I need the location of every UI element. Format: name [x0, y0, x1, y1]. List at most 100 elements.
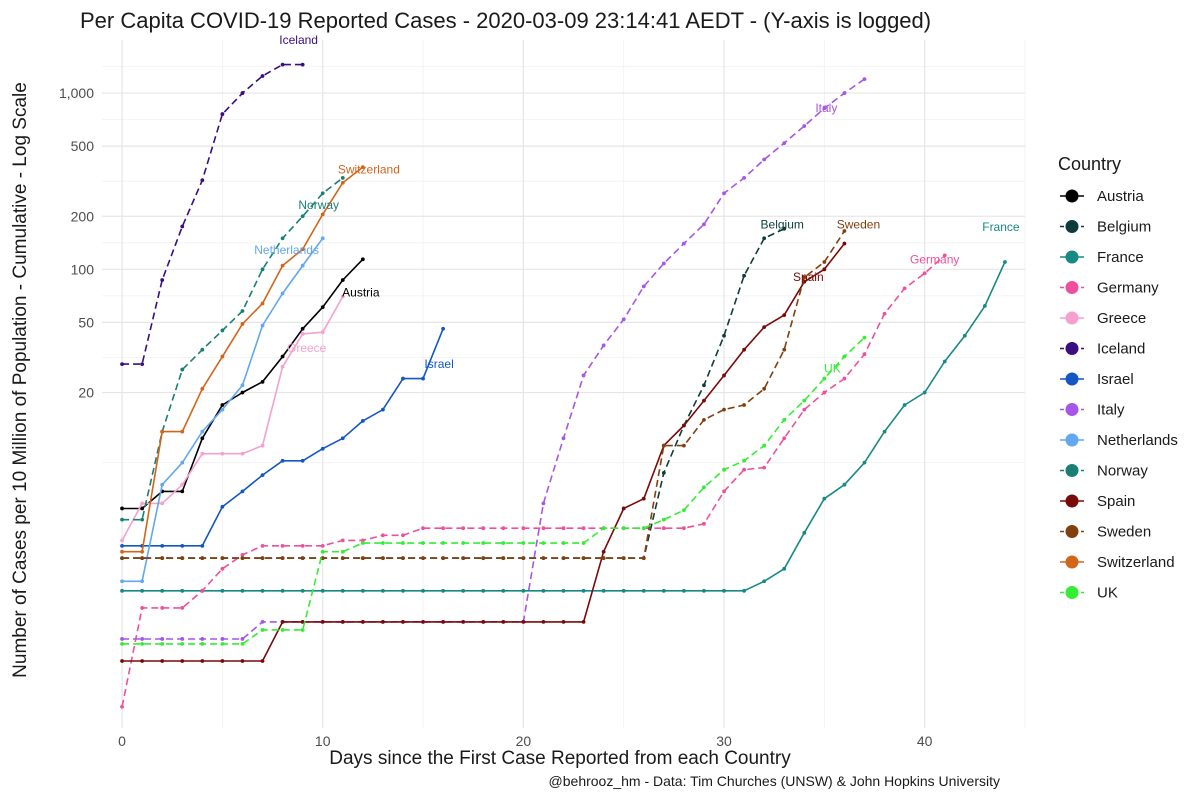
data-point [822, 267, 827, 272]
data-point [120, 588, 124, 593]
data-point [180, 224, 185, 229]
data-point [561, 556, 566, 561]
data-point [240, 91, 245, 95]
legend-label: UK [1097, 585, 1118, 602]
data-point [260, 628, 265, 632]
data-point [240, 390, 245, 395]
data-point [220, 504, 225, 509]
data-point [200, 637, 205, 641]
legend-key-dot [1065, 220, 1079, 233]
data-point [641, 526, 646, 531]
data-point [702, 485, 706, 490]
data-point [421, 588, 425, 593]
data-point [340, 588, 345, 593]
data-point [521, 541, 526, 545]
series-greece [120, 294, 345, 543]
legend-label: Iceland [1097, 341, 1145, 358]
y-tick-label: 100 [71, 261, 95, 277]
data-point [340, 278, 345, 282]
data-point [280, 291, 285, 296]
data-point [722, 489, 726, 494]
data-point [702, 417, 706, 422]
x-tick-label: 10 [315, 733, 331, 749]
data-point [742, 347, 746, 352]
data-point [220, 354, 225, 359]
data-point [421, 541, 425, 545]
data-point [601, 588, 606, 593]
data-point [160, 543, 165, 548]
legend-key-dot [1065, 189, 1079, 203]
data-point [160, 482, 165, 487]
data-point [421, 376, 425, 381]
legend-label: Israel [1097, 371, 1134, 388]
y-tick-label: 50 [78, 314, 94, 330]
data-point [340, 549, 345, 554]
data-point [300, 332, 305, 336]
series-line [122, 337, 866, 645]
data-point [481, 541, 486, 545]
data-point [541, 501, 546, 506]
data-point [681, 526, 686, 531]
series-israel [120, 326, 446, 548]
data-point [280, 458, 285, 463]
data-point [381, 556, 385, 561]
data-point [320, 191, 325, 196]
data-point [681, 423, 686, 428]
data-point [220, 407, 225, 412]
series-label: Sweden [837, 218, 880, 232]
data-point [180, 588, 185, 593]
series-label: Greece [287, 341, 327, 355]
data-point [661, 471, 666, 475]
data-point [180, 641, 185, 646]
data-point [722, 588, 726, 593]
data-point [160, 501, 165, 506]
data-point [401, 588, 405, 593]
data-point [200, 543, 205, 548]
data-point [240, 637, 245, 641]
legend-item-greece: Greece [1060, 310, 1146, 327]
data-point [260, 301, 265, 306]
data-point [441, 326, 446, 331]
x-tick-label: 0 [118, 733, 126, 749]
data-point [280, 354, 285, 359]
series-label: Israel [424, 357, 453, 371]
data-point [802, 398, 807, 403]
legend-key-dot [1065, 555, 1079, 569]
legend-key-dot [1065, 586, 1079, 599]
data-point [320, 330, 325, 335]
data-point [260, 323, 265, 328]
data-point [200, 659, 205, 663]
data-point [661, 261, 666, 266]
data-point [381, 619, 385, 624]
data-point [581, 526, 586, 531]
data-point [120, 506, 124, 511]
data-point [702, 521, 706, 526]
data-point [300, 628, 305, 632]
data-point [140, 501, 145, 506]
legend-label: France [1097, 249, 1144, 266]
data-point [601, 343, 606, 348]
data-point [561, 526, 566, 531]
series-label: Italy [815, 101, 837, 115]
data-point [461, 541, 466, 545]
data-point [441, 526, 446, 531]
data-point [802, 407, 807, 412]
data-point [782, 226, 787, 231]
legend-label: Austria [1097, 188, 1144, 205]
data-point [461, 588, 466, 593]
data-point [842, 241, 847, 246]
data-point [280, 588, 285, 593]
data-point [902, 286, 907, 291]
data-point [842, 91, 847, 95]
data-point [220, 637, 225, 641]
data-point [501, 556, 506, 561]
data-point [180, 637, 185, 641]
data-point [481, 588, 486, 593]
data-point [702, 222, 706, 227]
data-point [742, 273, 746, 278]
data-point [541, 526, 546, 531]
data-point [702, 588, 706, 593]
data-point [180, 543, 185, 548]
legend-item-italy: Italy [1060, 402, 1125, 419]
